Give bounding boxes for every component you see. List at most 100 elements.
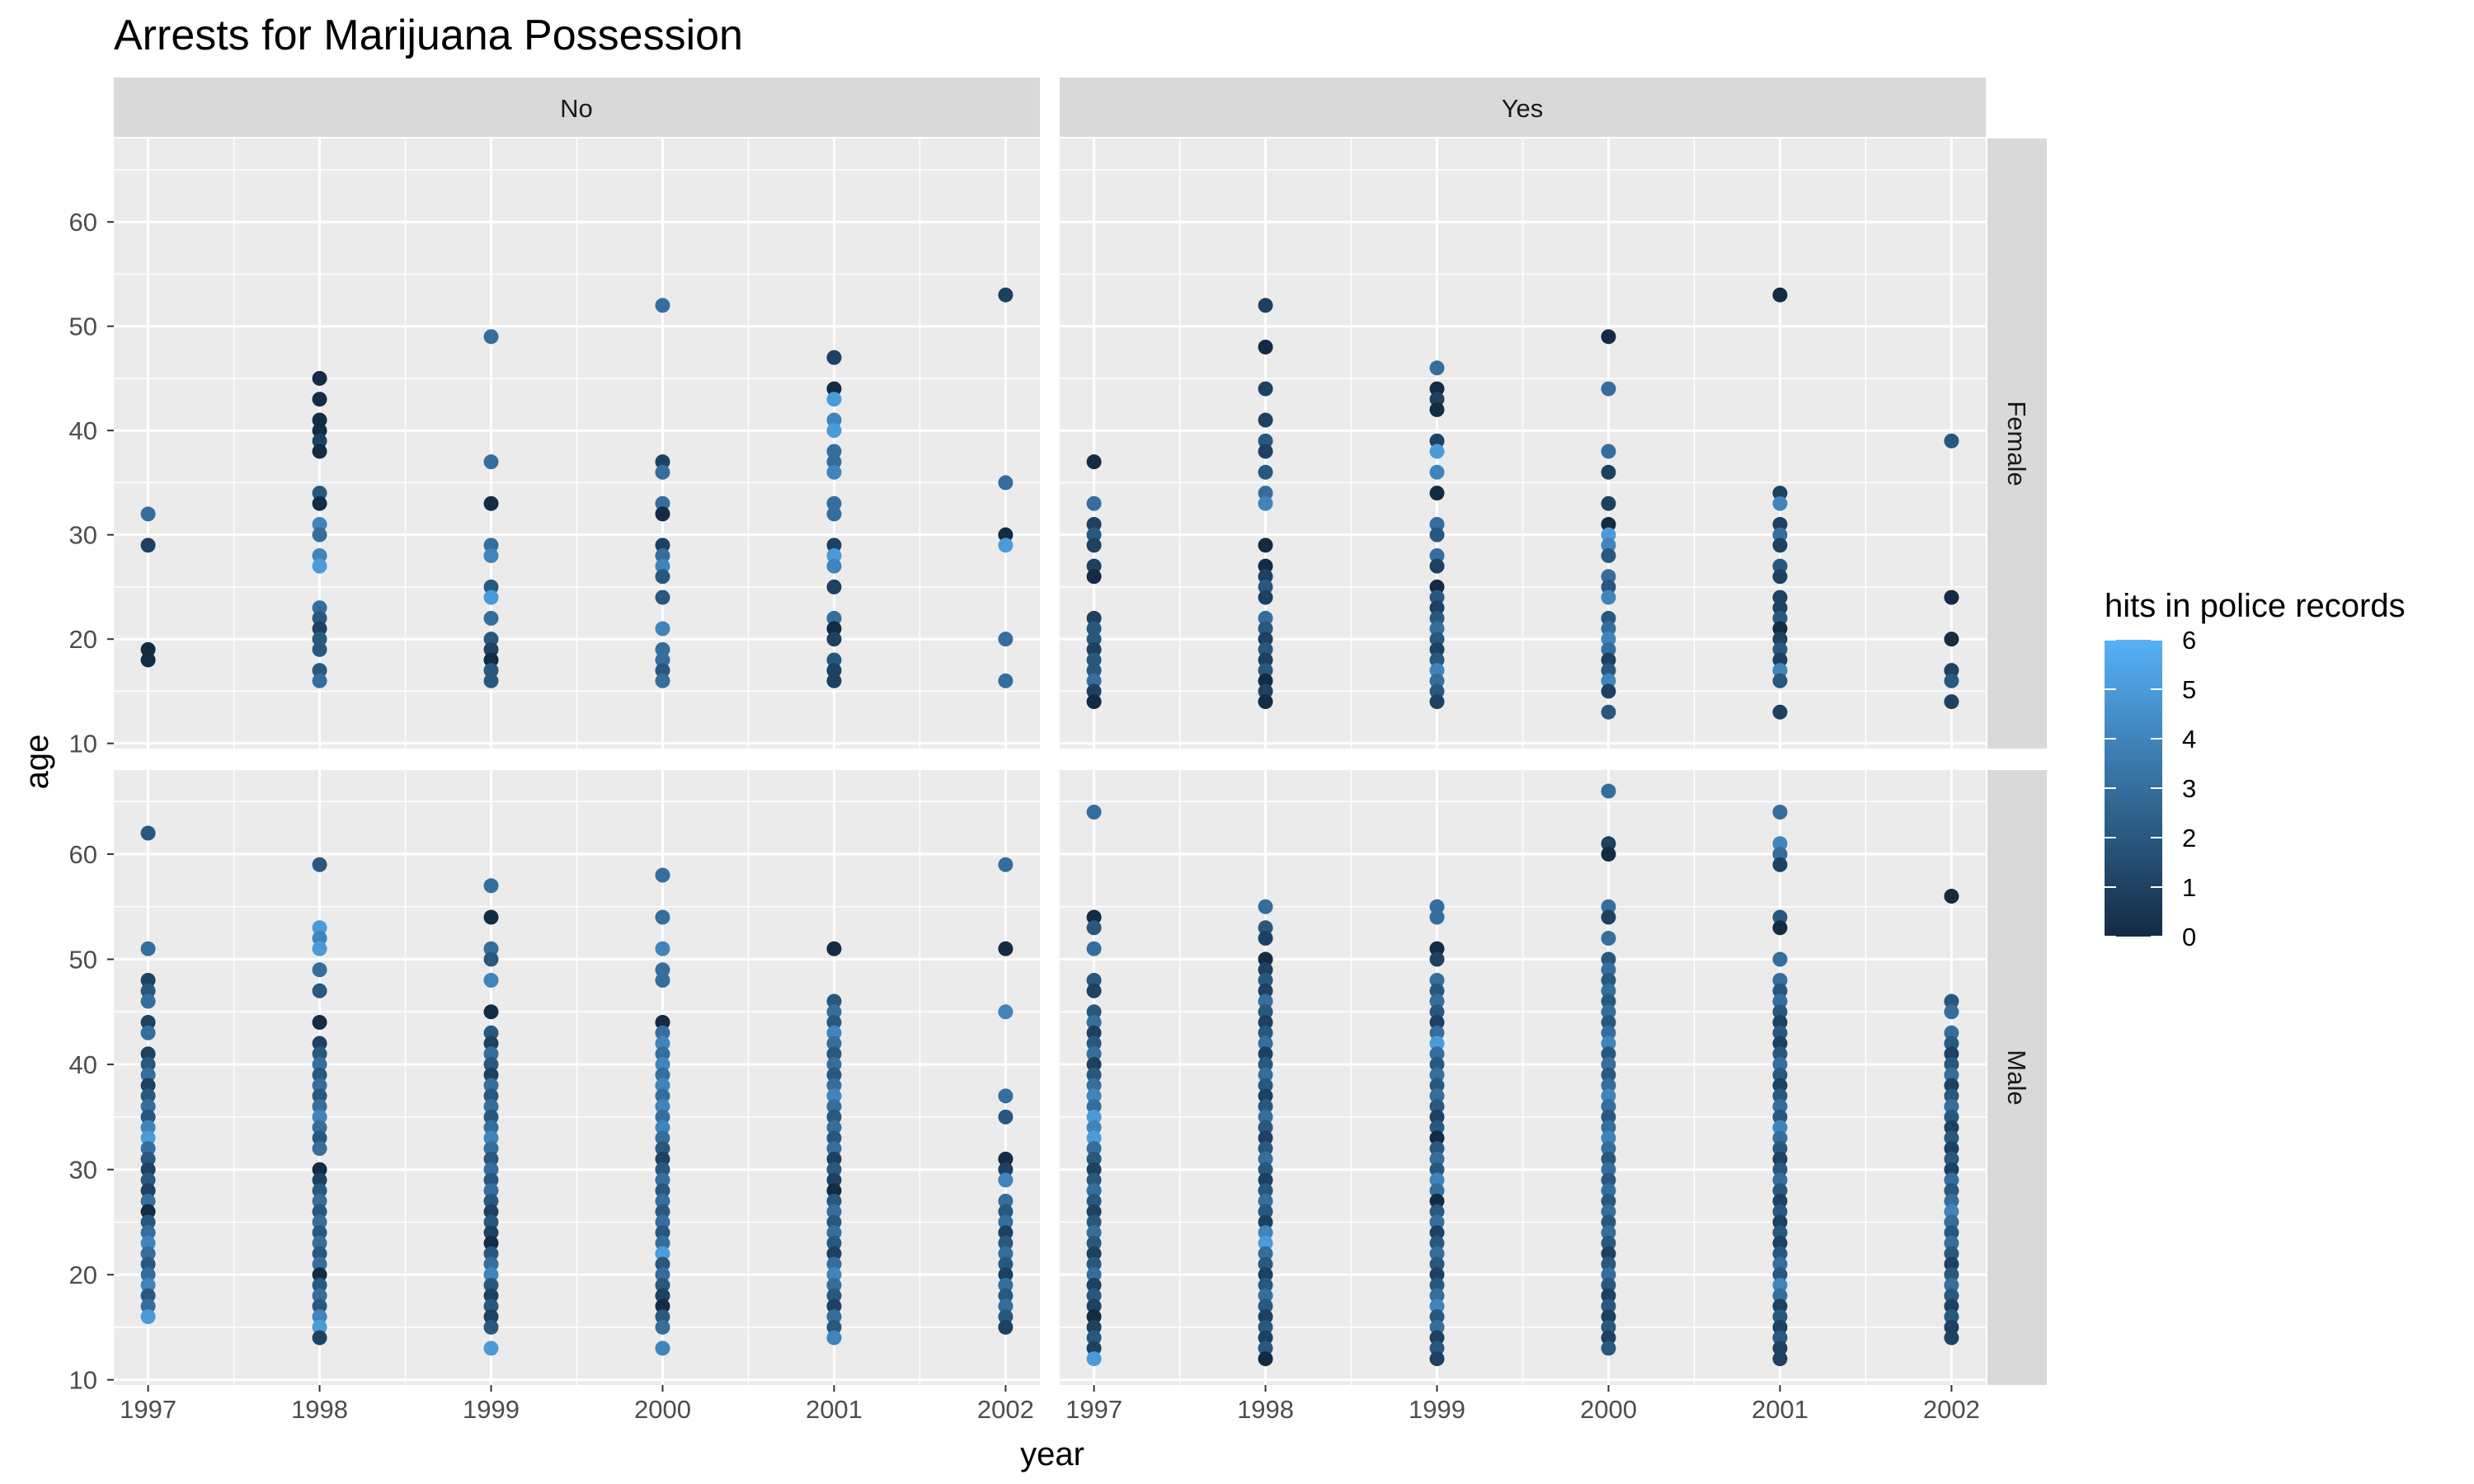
- data-point: [655, 506, 670, 521]
- x-tick-label: 1999: [1409, 1395, 1465, 1424]
- legend-tick-label: 6: [2182, 626, 2196, 655]
- y-tick-label: 40: [69, 1050, 97, 1079]
- data-point: [826, 506, 841, 521]
- data-point: [998, 1004, 1013, 1019]
- data-point: [484, 611, 499, 626]
- data-point: [1772, 705, 1787, 720]
- data-point: [826, 559, 841, 574]
- data-point: [1601, 784, 1616, 799]
- panel-no-male: [114, 770, 1040, 1385]
- data-point: [313, 857, 327, 872]
- data-point: [1772, 569, 1787, 584]
- facet-label-male: Male: [2002, 1050, 2031, 1105]
- data-point: [655, 1320, 670, 1335]
- facet-label-yes: Yes: [1502, 94, 1544, 123]
- data-point: [1601, 548, 1616, 563]
- data-point: [998, 674, 1013, 688]
- data-point: [1944, 674, 1959, 688]
- data-point: [998, 1088, 1013, 1103]
- data-point: [484, 1341, 499, 1355]
- x-tick-label: 2002: [1923, 1395, 1980, 1424]
- legend-tick-label: 3: [2182, 774, 2196, 803]
- data-point: [484, 1004, 499, 1019]
- data-point: [1430, 360, 1445, 375]
- data-point: [1772, 538, 1787, 552]
- data-point: [998, 1320, 1013, 1335]
- data-point: [1601, 329, 1616, 344]
- facet-label-no: No: [560, 94, 593, 123]
- data-point: [1258, 298, 1273, 312]
- data-point: [313, 962, 327, 977]
- data-point: [1430, 910, 1445, 925]
- data-point: [141, 538, 156, 552]
- data-point: [1601, 910, 1616, 925]
- data-point: [1944, 434, 1959, 448]
- data-point: [655, 590, 670, 605]
- data-point: [141, 942, 156, 956]
- data-point: [484, 674, 499, 688]
- data-point: [998, 942, 1013, 956]
- data-point: [313, 1015, 327, 1030]
- data-point: [484, 910, 499, 925]
- data-point: [1772, 1351, 1787, 1366]
- x-tick-label: 2002: [977, 1395, 1034, 1424]
- data-point: [484, 1320, 499, 1335]
- x-tick-label: 2001: [1752, 1395, 1808, 1424]
- data-point: [998, 475, 1013, 490]
- data-point: [998, 632, 1013, 646]
- data-point: [1258, 340, 1273, 355]
- data-point: [1087, 694, 1102, 709]
- data-point: [1087, 538, 1102, 552]
- data-point: [141, 826, 156, 841]
- data-point: [1258, 931, 1273, 946]
- data-point: [655, 868, 670, 883]
- data-point: [655, 910, 670, 925]
- data-point: [998, 1172, 1013, 1187]
- data-point: [1430, 559, 1445, 574]
- y-tick-label: 30: [69, 1156, 97, 1185]
- data-point: [1258, 694, 1273, 709]
- data-point: [1601, 931, 1616, 946]
- data-point: [1430, 486, 1445, 500]
- data-point: [1601, 465, 1616, 480]
- data-point: [141, 1026, 156, 1040]
- data-point: [1601, 847, 1616, 862]
- data-point: [1601, 683, 1616, 698]
- data-point: [826, 392, 841, 406]
- y-axis-title: age: [19, 735, 55, 790]
- data-point: [655, 298, 670, 312]
- y-tick-label: 60: [69, 208, 97, 237]
- data-point: [1087, 805, 1102, 819]
- y-tick-label: 60: [69, 840, 97, 869]
- data-point: [655, 973, 670, 988]
- data-point: [1087, 454, 1102, 469]
- data-point: [826, 580, 841, 594]
- data-point: [1601, 444, 1616, 458]
- y-tick-label: 10: [69, 730, 97, 758]
- data-point: [998, 857, 1013, 872]
- y-tick-label: 10: [69, 1366, 97, 1395]
- data-point: [1944, 1004, 1959, 1019]
- legend-tick-label: 2: [2182, 824, 2196, 852]
- data-point: [1258, 444, 1273, 458]
- chart-title: Arrests for Marijuana Possession: [114, 12, 743, 59]
- y-tick-label: 50: [69, 312, 97, 341]
- data-point: [484, 496, 499, 511]
- data-point: [655, 569, 670, 584]
- data-point: [655, 674, 670, 688]
- data-point: [313, 528, 327, 542]
- data-point: [313, 496, 327, 511]
- data-point: [1772, 496, 1787, 511]
- data-point: [826, 632, 841, 646]
- x-tick-label: 1997: [120, 1395, 176, 1424]
- data-point: [1601, 1341, 1616, 1355]
- data-point: [484, 952, 499, 967]
- data-point: [141, 506, 156, 521]
- data-point: [313, 559, 327, 574]
- data-point: [141, 652, 156, 667]
- data-point: [655, 942, 670, 956]
- data-point: [1772, 952, 1787, 967]
- data-point: [1430, 444, 1445, 458]
- data-point: [1258, 382, 1273, 397]
